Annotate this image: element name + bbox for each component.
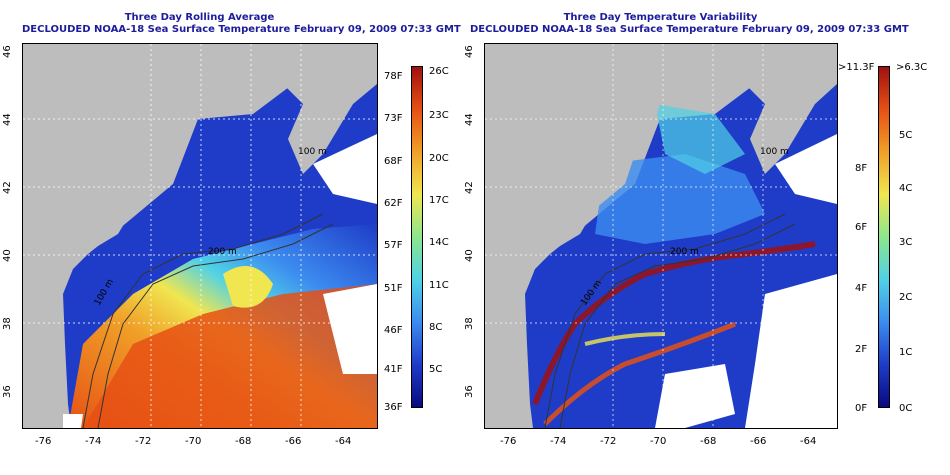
- left-lon-68: -68: [235, 436, 252, 447]
- left-lon-66: -66: [285, 436, 302, 447]
- left-title-line2: DECLOUDED NOAA-18 Sea Surface Temperatur…: [22, 24, 461, 35]
- right-variability-map: 100 m 200 m 100 m: [484, 43, 838, 429]
- left-cbar-c-14: 14C: [429, 237, 449, 248]
- left-contour-label-2: 200 m: [208, 247, 237, 257]
- left-lat-44: 44: [2, 113, 13, 126]
- left-cbar-f-78: 78F: [384, 71, 403, 82]
- left-lat-40: 40: [2, 249, 13, 262]
- left-cbar-f-46: 46F: [384, 325, 403, 336]
- right-title-line2: DECLOUDED NOAA-18 Sea Surface Temperatur…: [470, 24, 909, 35]
- right-cbar-c-max: >6.3C: [896, 62, 928, 73]
- left-lat-36: 36: [2, 385, 13, 398]
- left-lat-46: 46: [2, 45, 13, 58]
- left-lon-64: -64: [335, 436, 352, 447]
- left-lon-70: -70: [185, 436, 202, 447]
- right-cbar-f-8: 8F: [855, 163, 868, 174]
- land-ns: [263, 44, 377, 174]
- right-lon-68: -68: [700, 436, 717, 447]
- right-lat-44: 44: [464, 113, 475, 126]
- right-cbar-c-5: 5C: [899, 130, 913, 141]
- right-lat-38: 38: [464, 317, 475, 330]
- right-lon-76: -76: [500, 436, 517, 447]
- right-contour-label-2: 200 m: [670, 247, 699, 257]
- left-lat-42: 42: [2, 181, 13, 194]
- left-contour-label-3: 100 m: [298, 147, 327, 157]
- right-lon-66: -66: [750, 436, 767, 447]
- right-lat-36: 36: [464, 385, 475, 398]
- right-lat-42: 42: [464, 181, 475, 194]
- left-cbar-c-23: 23C: [429, 110, 449, 121]
- right-cbar-c-3: 3C: [899, 237, 913, 248]
- left-cbar-c-11: 11C: [429, 280, 449, 291]
- right-title-line1: Three Day Temperature Variability: [563, 12, 758, 23]
- right-cbar-f-4: 4F: [855, 283, 868, 294]
- right-contour-label-3: 100 m: [760, 147, 789, 157]
- left-lon-72: -72: [135, 436, 152, 447]
- left-sst-map: 100 m 200 m 100 m: [22, 43, 378, 429]
- left-cbar-f-51: 51F: [384, 283, 403, 294]
- right-lat-40: 40: [464, 249, 475, 262]
- left-lat-38: 38: [2, 317, 13, 330]
- left-colorbar: [411, 66, 423, 408]
- left-lon-76: -76: [35, 436, 52, 447]
- right-lat-46: 46: [464, 45, 475, 58]
- right-cbar-f-2: 2F: [855, 344, 868, 355]
- left-cbar-f-68: 68F: [384, 156, 403, 167]
- left-cbar-f-41: 41F: [384, 364, 403, 375]
- right-colorbar: [878, 66, 890, 408]
- right-cbar-f-0: 0F: [855, 403, 868, 414]
- left-cbar-c-17: 17C: [429, 195, 449, 206]
- left-cbar-f-36: 36F: [384, 402, 403, 413]
- left-cbar-f-73: 73F: [384, 113, 403, 124]
- left-cbar-c-26: 26C: [429, 66, 449, 77]
- right-lon-74: -74: [550, 436, 567, 447]
- right-cbar-c-2: 2C: [899, 292, 913, 303]
- left-cbar-c-20: 20C: [429, 153, 449, 164]
- left-title-line1: Three Day Rolling Average: [124, 12, 275, 23]
- right-lon-70: -70: [650, 436, 667, 447]
- left-cbar-c-5: 5C: [429, 364, 443, 375]
- right-lon-64: -64: [800, 436, 817, 447]
- right-cbar-c-0: 0C: [899, 403, 913, 414]
- land-us: [23, 44, 198, 428]
- left-cbar-f-57: 57F: [384, 240, 403, 251]
- right-cbar-c-1: 1C: [899, 347, 913, 358]
- left-cbar-f-62: 62F: [384, 198, 403, 209]
- right-cbar-f-max: >11.3F: [838, 62, 875, 73]
- left-lon-74: -74: [85, 436, 102, 447]
- right-cbar-f-6: 6F: [855, 222, 868, 233]
- left-cbar-c-8: 8C: [429, 322, 443, 333]
- right-cbar-c-4: 4C: [899, 183, 913, 194]
- right-lon-72: -72: [600, 436, 617, 447]
